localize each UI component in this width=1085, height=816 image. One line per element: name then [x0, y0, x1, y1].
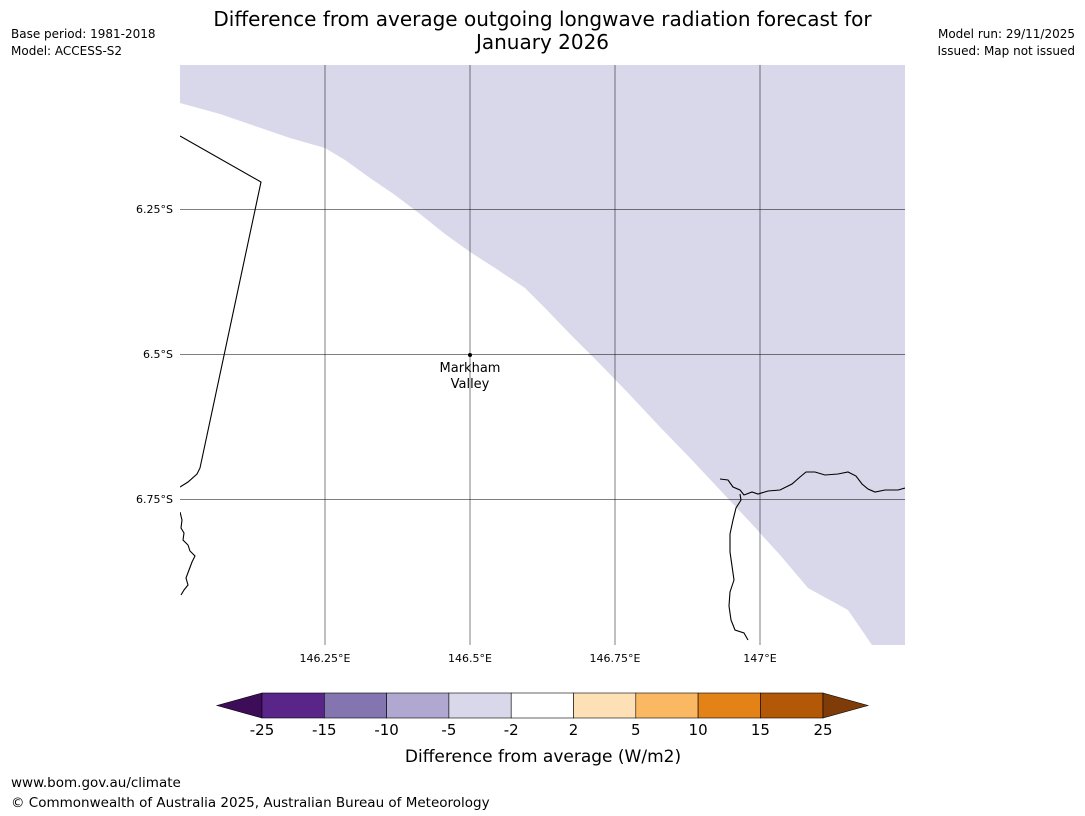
colorbar-swatch	[510, 692, 574, 719]
model-name: Model: ACCESS-S2	[11, 44, 123, 58]
colorbar-extend-low	[215, 692, 263, 719]
colorbar-swatch	[635, 692, 699, 719]
lon-label: 146.25°E	[300, 652, 351, 665]
lat-label: 6.75°S	[136, 493, 173, 506]
coastline-east	[719, 471, 905, 496]
colorbar-tick: 2	[569, 721, 579, 739]
lat-label: 6.5°S	[143, 348, 173, 361]
map-title: Difference from average outgoing longwav…	[150, 8, 935, 54]
colorbar-tick: -2	[504, 721, 519, 739]
colorbar-swatch	[573, 692, 637, 719]
colorbar-swatch	[323, 692, 387, 719]
colorbar-tick: -10	[374, 721, 399, 739]
colorbar-tick: 25	[813, 721, 832, 739]
coastline-west	[180, 511, 196, 596]
colorbar-swatch	[386, 692, 450, 719]
coastline-river	[728, 493, 749, 641]
title-line-2: January 2026	[475, 30, 610, 54]
gridlines	[180, 65, 905, 645]
base-period: Base period: 1981-2018	[11, 27, 156, 41]
lon-label: 146.5°E	[448, 652, 492, 665]
colorbar-title: Difference from average (W/m2)	[405, 747, 681, 767]
colorbar-tick: -5	[441, 721, 456, 739]
footer-url: www.bom.gov.au/climate	[11, 775, 181, 791]
colorbar-extend-high	[822, 692, 870, 719]
footer-copyright: © Commonwealth of Australia 2025, Austra…	[11, 795, 490, 811]
colorbar-legend: -25 -15 -10 -5 -2 2 5 10 15 25 Differenc…	[215, 692, 870, 767]
colorbar-swatch	[261, 692, 325, 719]
header-left: Base period: 1981-2018 Model: ACCESS-S2	[11, 26, 156, 60]
header-right: Model run: 29/11/2025 Issued: Map not is…	[937, 26, 1075, 60]
colorbar-tick: 15	[751, 721, 770, 739]
place-label-line-2: Valley	[451, 377, 490, 392]
issued-status: Issued: Map not issued	[937, 44, 1075, 58]
colorbar-swatch	[697, 692, 761, 719]
colorbar-tick: 10	[689, 721, 708, 739]
lon-label: 147°E	[743, 652, 776, 665]
lon-label: 146.75°E	[590, 652, 641, 665]
colorbar-tick: 5	[631, 721, 641, 739]
model-run: Model run: 29/11/2025	[937, 27, 1075, 41]
colorbar-tick: -25	[250, 721, 275, 739]
footer: www.bom.gov.au/climate © Commonwealth of…	[11, 773, 490, 813]
lat-label: 6.25°S	[136, 203, 173, 216]
place-label-line-1: Markham	[440, 361, 501, 376]
title-line-1: Difference from average outgoing longwav…	[213, 7, 872, 31]
map-area: Markham Valley	[180, 65, 905, 645]
colorbar-swatch	[760, 692, 824, 719]
colorbar-tick: -15	[312, 721, 337, 739]
border-line	[180, 135, 262, 488]
place-marker	[468, 353, 472, 357]
colorbar-swatch	[448, 692, 512, 719]
